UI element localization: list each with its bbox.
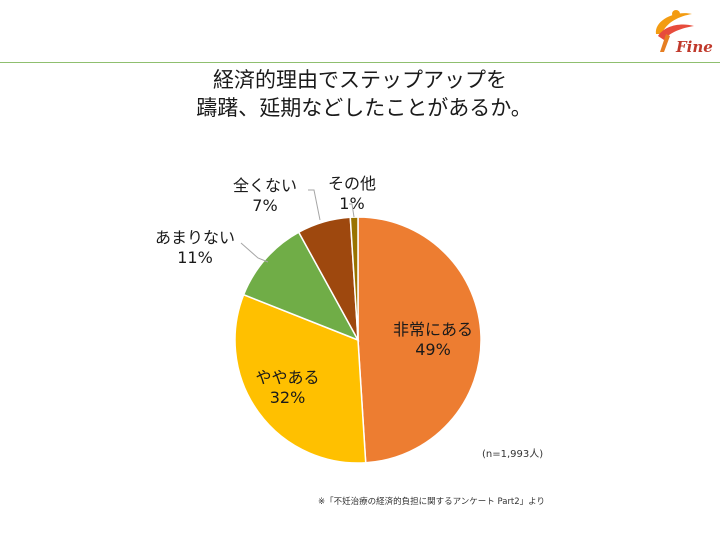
slice-label-hijouniaru-name: 非常にある [392, 320, 473, 339]
slice-label-yayaaru: ややある 32% [240, 368, 335, 408]
pie-slice-hijouniaru [357, 216, 482, 464]
source-note: ※「不妊治療の経済的負担に関するアンケート Part2」より [318, 497, 546, 507]
slice-label-amarinai-pct: 11% [177, 248, 213, 267]
slice-label-mattakunai-name: 全くない [232, 176, 297, 195]
pie-slice-amarinai [242, 231, 360, 342]
title-line-2: 躊躇、延期などしたことがあるか。 [196, 96, 532, 120]
leader-line-amarinai [240, 242, 269, 263]
slice-label-mattakunai: 全くない 7% [222, 176, 308, 216]
slice-label-amarinai: あまりない 11% [145, 228, 245, 268]
slice-label-mattakunai-pct: 7% [252, 196, 278, 215]
slice-label-sonota: その他 1% [314, 174, 390, 214]
page-title: 経済的理由でステップアップを 躊躇、延期などしたことがあるか。 [0, 66, 720, 122]
slice-label-yayaaru-pct: 32% [269, 388, 306, 407]
slice-label-sonota-name: その他 [327, 174, 376, 193]
slice-label-amarinai-name: あまりない [154, 228, 235, 247]
slice-label-sonota-pct: 1% [339, 194, 365, 213]
logo-text: Fine [676, 38, 713, 56]
slice-label-yayaaru-name: ややある [255, 368, 320, 387]
header-divider [0, 62, 720, 63]
leader-line-mattakunai [308, 189, 321, 221]
slice-label-hijouniaru: 非常にある 49% [378, 320, 488, 360]
pie-slice-yayaaru [234, 293, 367, 464]
title-line-1: 経済的理由でステップアップを [213, 68, 507, 92]
pie-slice-sonota [349, 216, 359, 341]
fine-logo-icon [655, 10, 694, 52]
slice-label-hijouniaru-pct: 49% [415, 340, 451, 359]
leader-line-sonota [349, 203, 355, 218]
sample-size-note: (n=1,993人) [482, 449, 544, 460]
